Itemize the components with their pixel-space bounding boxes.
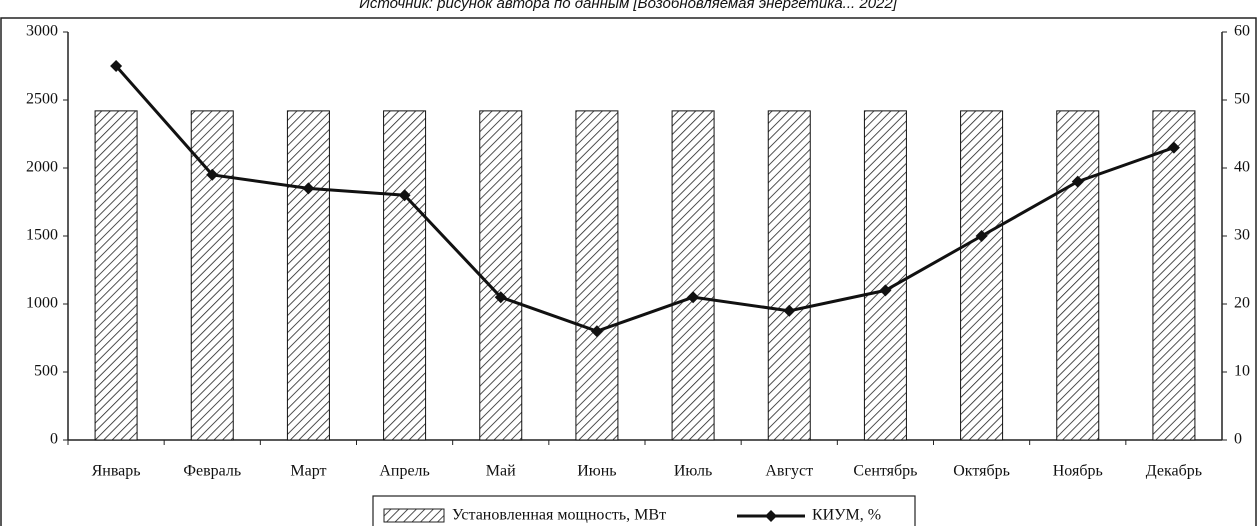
- y2-tick-label: 50: [1234, 91, 1250, 108]
- y2-tick-label: 10: [1234, 363, 1250, 380]
- marker: [110, 60, 123, 72]
- marker: [1167, 141, 1180, 154]
- marker: [494, 291, 507, 304]
- marker: [1071, 175, 1084, 188]
- y-tick-label: 2000: [26, 159, 58, 176]
- bar: [479, 110, 523, 441]
- y-tick-label: 2500: [26, 91, 58, 108]
- bar: [575, 110, 619, 441]
- bar: [94, 110, 138, 441]
- bar: [767, 110, 811, 441]
- y-tick-label: 0: [50, 431, 58, 448]
- y2-tick-label: 30: [1234, 227, 1250, 244]
- marker: [590, 325, 603, 338]
- legend-marker: [765, 510, 777, 522]
- y-tick-label: 1500: [26, 227, 58, 244]
- marker: [879, 284, 892, 297]
- legend-label: КИУМ, %: [812, 507, 881, 524]
- legend-swatch: [383, 508, 445, 523]
- y2-tick-label: 0: [1234, 431, 1242, 448]
- marker: [398, 189, 411, 202]
- frame: [0, 17, 1257, 526]
- x-tick-label: Август: [765, 463, 813, 480]
- x-tick-label: Декабрь: [1146, 463, 1202, 480]
- bar: [1152, 110, 1196, 441]
- y-tick-label: 1000: [26, 295, 58, 312]
- marker: [783, 304, 796, 317]
- marker: [206, 168, 219, 181]
- legend-label: Установленная мощность, МВт: [452, 507, 666, 524]
- x-tick-label: Сентябрь: [853, 463, 917, 480]
- marker: [975, 230, 988, 242]
- marker: [302, 182, 315, 195]
- y-tick-label: 500: [34, 363, 58, 380]
- y2-tick-label: 20: [1234, 295, 1250, 312]
- line: [114, 65, 1175, 333]
- x-tick-label: Октябрь: [953, 463, 1010, 480]
- bar: [286, 110, 330, 441]
- marker: [687, 291, 700, 304]
- bar: [863, 110, 907, 441]
- x-tick-label: Апрель: [379, 463, 430, 480]
- bar: [960, 110, 1004, 441]
- x-tick-label: Март: [290, 463, 326, 480]
- bar: [1056, 110, 1100, 441]
- y2-tick-label: 60: [1234, 23, 1250, 40]
- x-tick-label: Февраль: [183, 463, 241, 480]
- caption: Источник: рисунок автора по данным [Возо…: [359, 0, 898, 12]
- x-tick-label: Июль: [674, 463, 712, 480]
- bar: [383, 110, 427, 441]
- y2-tick-label: 40: [1234, 159, 1250, 176]
- x-tick-label: Май: [486, 463, 516, 480]
- bar: [671, 110, 715, 441]
- y-tick-label: 3000: [26, 23, 58, 40]
- bar: [190, 110, 234, 441]
- x-tick-label: Январь: [92, 463, 141, 480]
- legend-box: [372, 495, 916, 526]
- x-tick-label: Ноябрь: [1053, 463, 1103, 480]
- x-tick-label: Июнь: [577, 463, 616, 480]
